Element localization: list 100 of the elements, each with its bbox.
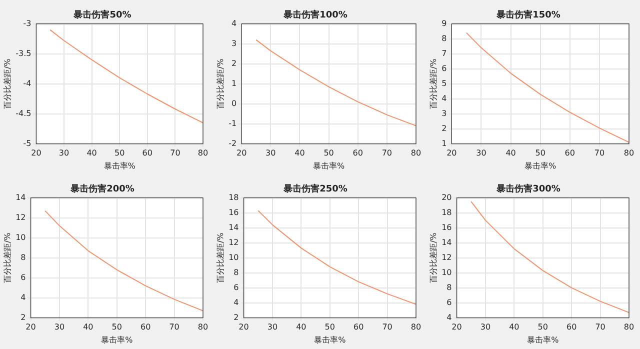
y-tick-label: 2	[442, 124, 447, 133]
x-tick-label: 40	[296, 322, 306, 332]
x-tick-label: 30	[58, 148, 70, 158]
chart-title: 暴击伤害250%	[282, 184, 348, 195]
x-tick-label: 80	[624, 148, 634, 158]
y-tick-label: -2	[228, 138, 237, 148]
y-tick-label: 6	[234, 282, 239, 292]
x-tick-label: 40	[509, 322, 520, 332]
x-tick-label: 30	[476, 148, 486, 158]
x-axis-title: 暴击率%	[104, 161, 136, 170]
y-tick-label: -3.5	[16, 48, 32, 58]
x-axis-title: 暴击率%	[527, 335, 560, 344]
y-tick-label: 10	[442, 268, 452, 277]
y-tick-label: 2	[20, 312, 26, 322]
x-axis-title: 暴击率%	[312, 161, 345, 170]
y-axis-title: 百分比差距/%	[428, 232, 438, 283]
x-tick-label: 50	[324, 322, 335, 332]
x-tick-label: 50	[324, 148, 334, 158]
x-axis-title: 暴击率%	[314, 335, 346, 344]
x-tick-label: 70	[169, 322, 180, 332]
x-tick-label: 60	[142, 148, 152, 158]
y-tick-label: -5	[23, 138, 32, 148]
x-tick-label: 80	[410, 322, 422, 332]
x-tick-label: 80	[624, 322, 634, 332]
y-tick-label: 8	[20, 252, 26, 262]
y-tick-label: 18	[228, 192, 239, 202]
x-tick-label: 70	[382, 322, 392, 332]
x-tick-label: 60	[566, 322, 577, 332]
y-tick-label: 8	[234, 268, 239, 277]
x-tick-label: 30	[54, 322, 65, 332]
x-tick-label: 60	[352, 148, 363, 158]
x-tick-label: 70	[382, 148, 392, 158]
y-tick-label: 10	[228, 252, 239, 262]
y-tick-label: 1	[231, 78, 237, 88]
y-tick-label: -3	[23, 18, 32, 28]
y-tick-label: 16	[228, 208, 239, 217]
chart-title: 暴击伤害100%	[282, 10, 348, 21]
y-tick-label: 2	[231, 58, 237, 68]
x-tick-label: 80	[410, 148, 422, 158]
x-axis-title: 暴击率%	[524, 161, 557, 170]
x-tick-label: 80	[198, 148, 208, 158]
x-tick-label: 40	[294, 148, 305, 158]
x-tick-label: 50	[535, 148, 546, 158]
y-tick-label: -4.5	[16, 108, 32, 118]
y-tick-label: 14	[228, 222, 239, 232]
chart-title: 暴击伤害200%	[70, 184, 134, 195]
y-tick-label: 4	[442, 94, 447, 103]
x-tick-label: 70	[595, 322, 606, 332]
x-axis-title: 暴击率%	[101, 335, 134, 344]
chart-title: 暴击伤害300%	[496, 184, 560, 195]
x-tick-label: 30	[266, 148, 276, 158]
x-tick-label: 40	[83, 322, 94, 332]
y-tick-label: 6	[442, 64, 447, 73]
y-tick-label: 3	[442, 108, 447, 118]
y-tick-label: 18	[442, 208, 452, 217]
x-tick-label: 50	[538, 322, 548, 332]
y-tick-label: 0	[231, 98, 237, 108]
x-tick-label: 60	[564, 148, 575, 158]
y-tick-label: 8	[442, 34, 447, 43]
x-tick-label: 30	[480, 322, 491, 332]
y-tick-label: -4	[23, 78, 32, 88]
y-tick-label: 2	[234, 312, 239, 322]
x-tick-label: 60	[140, 322, 151, 332]
y-tick-label: 12	[228, 238, 239, 247]
x-tick-label: 40	[506, 148, 516, 158]
y-tick-label: 3	[231, 38, 237, 48]
y-tick-label: 4	[20, 292, 26, 302]
y-tick-label: 10	[16, 232, 26, 242]
y-axis-title: 百分比差距/%	[428, 58, 438, 109]
y-tick-label: 7	[442, 48, 447, 58]
y-tick-label: 9	[442, 18, 447, 28]
y-tick-label: 4	[234, 298, 239, 307]
x-tick-label: 80	[198, 322, 208, 332]
x-tick-label: 50	[112, 322, 122, 332]
y-axis-title: 百分比差距/%	[2, 232, 12, 283]
y-tick-label: 20	[442, 192, 452, 202]
y-tick-label: 4	[446, 312, 452, 322]
y-tick-label: 8	[446, 282, 452, 292]
y-tick-label: 12	[442, 252, 452, 262]
x-tick-label: 60	[354, 322, 364, 332]
y-tick-label: 14	[442, 238, 452, 247]
y-axis-title: 百分比差距/%	[216, 232, 225, 283]
x-tick-label: 40	[86, 148, 97, 158]
y-tick-label: 4	[231, 18, 237, 28]
y-axis-title: 百分比差距/%	[2, 58, 12, 109]
x-tick-label: 50	[114, 148, 125, 158]
x-tick-label: 70	[170, 148, 180, 158]
x-tick-label: 30	[267, 322, 278, 332]
y-tick-label: -1	[228, 118, 237, 128]
y-tick-label: 14	[16, 192, 26, 202]
y-axis-title: 百分比差距/%	[216, 58, 225, 109]
x-tick-label: 20	[31, 148, 42, 158]
y-tick-label: 6	[20, 272, 26, 282]
y-tick-label: 1	[442, 138, 447, 148]
y-tick-label: 16	[442, 222, 452, 232]
y-tick-label: 12	[16, 212, 26, 222]
y-tick-label: 5	[442, 78, 447, 88]
y-tick-label: 6	[446, 298, 452, 307]
chart-title: 暴击伤害150%	[496, 10, 560, 21]
x-tick-label: 70	[594, 148, 605, 158]
